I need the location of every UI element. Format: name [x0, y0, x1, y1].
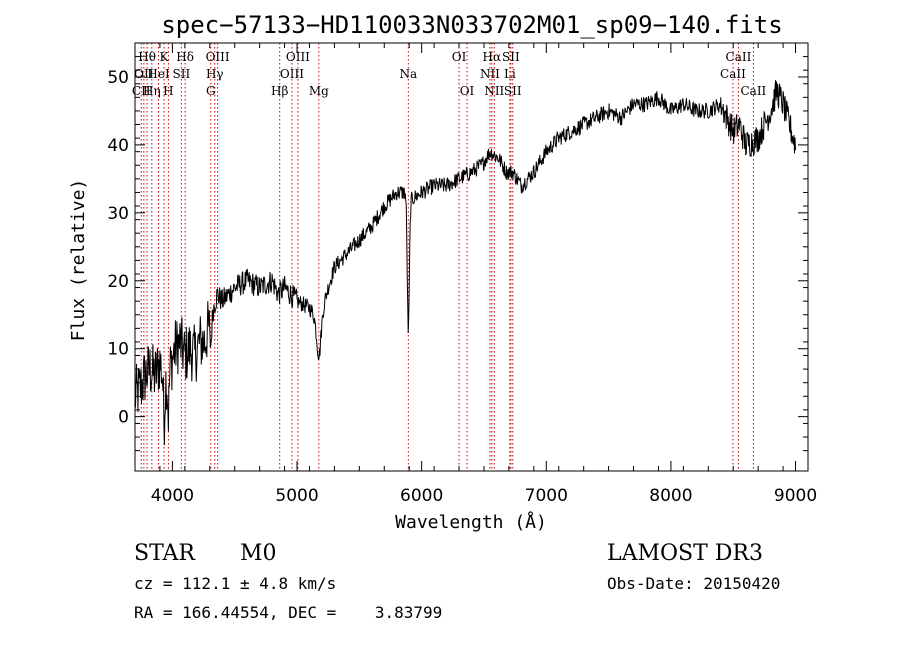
y-tick-label: 10: [107, 340, 129, 360]
line-marker-label: OI: [452, 50, 467, 64]
y-tick-label: 0: [118, 408, 129, 428]
y-tick-label: 30: [107, 204, 129, 224]
y-axis-ticks: 0 10 20 30 40 50: [107, 42, 808, 452]
line-marker-label: CaII: [740, 84, 766, 98]
line-marker-label: OIII: [280, 67, 304, 81]
object-class: STAR: [134, 541, 196, 566]
line-marker-label: Hθ: [138, 50, 156, 64]
line-marker-label: CaII: [720, 67, 746, 81]
spectrum-line: [134, 80, 796, 446]
line-marker-label: Hα: [483, 50, 502, 64]
y-tick-label: 50: [107, 68, 129, 88]
line-marker-label: OIII: [206, 50, 230, 64]
x-tick-label: 7000: [525, 486, 568, 506]
x-tick-label: 5000: [275, 486, 318, 506]
y-tick-label: 20: [107, 272, 129, 292]
obs-date: Obs-Date: 20150420: [607, 574, 780, 593]
line-marker-labels: CIIOIIHθHηHeIKHSIIHδGHγOIIIHβOIIIOIIIMgN…: [132, 50, 767, 98]
line-marker-label: Mg: [309, 84, 329, 98]
coordinates-readout: RA = 166.44554, DEC = 3.83799: [134, 603, 442, 622]
line-marker-label: SII: [173, 67, 191, 81]
y-tick-label: 40: [107, 136, 129, 156]
velocity-readout: cz = 112.1 ± 4.8 km/s: [134, 574, 336, 593]
x-tick-label: 4000: [151, 486, 194, 506]
line-marker-label: Hγ: [206, 67, 224, 81]
x-tick-label: 9000: [774, 486, 817, 506]
x-tick-label: 6000: [400, 486, 443, 506]
line-marker-label: NII: [484, 84, 504, 98]
line-marker-label: SII: [504, 84, 522, 98]
line-marker-label: CaII: [726, 50, 752, 64]
line-marker-label: Li: [504, 67, 516, 81]
line-marker-label: NII: [480, 67, 500, 81]
line-marker-label: H: [163, 84, 173, 98]
line-marker-label: CII: [132, 84, 151, 98]
line-marker-label: Hη: [143, 84, 161, 98]
line-marker-label: Hβ: [271, 84, 288, 98]
survey-name: LAMOST DR3: [607, 541, 763, 566]
x-axis-label: Wavelength (Å): [395, 511, 547, 533]
x-axis-ticks: 4000 5000 6000 7000 8000 9000: [134, 43, 817, 506]
line-marker-label: OIII: [286, 50, 310, 64]
object-subclass: M0: [240, 541, 277, 566]
line-marker-label: SII: [502, 50, 520, 64]
line-marker-label: HeI: [147, 67, 170, 81]
line-marker-label: K: [160, 50, 170, 64]
line-marker-label: Na: [399, 67, 417, 81]
chart-title: spec−57133−HD110033N033702M01_sp09−140.f…: [161, 11, 782, 39]
line-markers: [140, 43, 754, 471]
line-marker-label: OI: [460, 84, 475, 98]
plot-frame: [134, 42, 809, 472]
x-tick-label: 8000: [649, 486, 692, 506]
line-marker-label: G: [206, 84, 216, 98]
line-marker-label: Hδ: [176, 50, 194, 64]
y-axis-label: Flux (relative): [68, 179, 89, 342]
